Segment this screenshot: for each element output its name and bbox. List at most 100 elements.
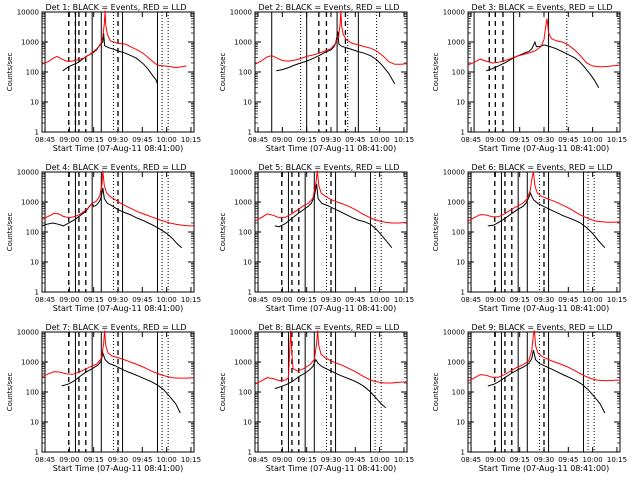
x-axis-label: Start Time (07-Aug-11 08:41:00) bbox=[479, 144, 610, 153]
chart-title: Det 3: BLACK = Events, RED = LLD bbox=[472, 3, 613, 12]
x-tick-label: 10:15 bbox=[181, 296, 201, 304]
x-tick-label: 10:15 bbox=[607, 456, 627, 464]
chart-panel: Det 9: BLACK = Events, RED = LLD 1 10 100 10… bbox=[432, 323, 627, 473]
y-tick-label: 10000 bbox=[443, 9, 465, 17]
y-axis-label: Counts/sec bbox=[219, 213, 227, 252]
y-tick-label: 1 bbox=[248, 449, 252, 457]
x-tick-label: 10:15 bbox=[607, 136, 627, 144]
y-tick-label: 1 bbox=[35, 289, 39, 297]
y-tick-label: 1000 bbox=[21, 359, 39, 367]
y-tick-label: 1000 bbox=[234, 39, 252, 47]
x-tick-label: 09:45 bbox=[132, 456, 152, 464]
x-tick-label: 09:45 bbox=[558, 296, 578, 304]
x-tick-label: 09:30 bbox=[108, 456, 128, 464]
series-line-red bbox=[467, 330, 621, 382]
x-tick-label: 09:15 bbox=[297, 456, 317, 464]
chart-title: Det 9: BLACK = Events, RED = LLD bbox=[472, 323, 613, 332]
x-tick-label: 09:30 bbox=[108, 296, 128, 304]
y-axis-label: Counts/sec bbox=[432, 213, 440, 252]
y-tick-label: 1000 bbox=[234, 199, 252, 207]
series-line-red bbox=[41, 170, 194, 227]
y-tick-label: 10000 bbox=[443, 329, 465, 337]
chart-title: Det 6: BLACK = Events, RED = LLD bbox=[472, 163, 613, 172]
y-tick-label: 10 bbox=[243, 259, 252, 267]
x-tick-label: 08:45 bbox=[461, 136, 481, 144]
y-tick-label: 1 bbox=[35, 449, 39, 457]
x-tick-label: 10:00 bbox=[370, 136, 390, 144]
y-axis-label: Counts/sec bbox=[6, 213, 14, 252]
x-tick-label: 09:00 bbox=[59, 456, 79, 464]
y-axis-label: Counts/sec bbox=[219, 53, 227, 92]
x-tick-label: 09:30 bbox=[108, 136, 128, 144]
y-tick-label: 100 bbox=[26, 69, 39, 77]
x-tick-label: 09:00 bbox=[272, 456, 292, 464]
x-tick-label: 09:30 bbox=[534, 136, 554, 144]
x-tick-label: 08:45 bbox=[35, 136, 55, 144]
x-axis-label: Start Time (07-Aug-11 08:41:00) bbox=[53, 464, 184, 473]
x-tick-label: 09:30 bbox=[534, 296, 554, 304]
chart-panel: Det 1: BLACK = Events, RED = LLD 1 10 100 10… bbox=[6, 3, 201, 153]
x-tick-label: 09:15 bbox=[510, 136, 530, 144]
chart-panel: Det 7: BLACK = Events, RED = LLD 1 10 100 10… bbox=[6, 323, 201, 473]
x-tick-label: 10:00 bbox=[157, 296, 177, 304]
y-axis-label: Counts/sec bbox=[219, 373, 227, 412]
plot-frame bbox=[254, 11, 408, 133]
plot-frame bbox=[467, 11, 621, 133]
x-tick-label: 09:45 bbox=[132, 296, 152, 304]
chart-panel: Det 5: BLACK = Events, RED = LLD 1 10 100 10… bbox=[219, 163, 414, 313]
series-line-black bbox=[61, 351, 181, 414]
y-tick-label: 100 bbox=[239, 229, 252, 237]
x-tick-label: 08:45 bbox=[461, 456, 481, 464]
y-tick-label: 10 bbox=[243, 99, 252, 107]
x-tick-label: 10:15 bbox=[394, 456, 414, 464]
y-tick-label: 1000 bbox=[234, 359, 252, 367]
x-tick-label: 09:15 bbox=[84, 136, 104, 144]
y-tick-label: 1 bbox=[461, 289, 465, 297]
y-tick-label: 10000 bbox=[17, 169, 39, 177]
x-tick-label: 09:30 bbox=[321, 456, 341, 464]
x-tick-label: 09:45 bbox=[558, 136, 578, 144]
y-tick-label: 1 bbox=[248, 289, 252, 297]
x-tick-label: 09:00 bbox=[59, 136, 79, 144]
y-tick-label: 10 bbox=[30, 259, 39, 267]
series-line-red bbox=[467, 18, 621, 68]
x-axis-label: Start Time (07-Aug-11 08:41:00) bbox=[53, 304, 184, 313]
x-tick-label: 08:45 bbox=[248, 456, 268, 464]
x-tick-label: 09:00 bbox=[485, 136, 505, 144]
y-tick-label: 1000 bbox=[447, 359, 465, 367]
y-tick-label: 100 bbox=[452, 229, 465, 237]
chart-panel: Det 2: BLACK = Events, RED = LLD 1 10 100 10… bbox=[219, 3, 414, 153]
y-tick-label: 100 bbox=[26, 389, 39, 397]
x-tick-label: 08:45 bbox=[248, 296, 268, 304]
x-tick-label: 10:00 bbox=[370, 296, 390, 304]
x-tick-label: 09:30 bbox=[321, 136, 341, 144]
x-tick-label: 08:45 bbox=[461, 296, 481, 304]
x-tick-label: 09:00 bbox=[272, 296, 292, 304]
series-line-black bbox=[274, 183, 393, 249]
y-tick-label: 1000 bbox=[21, 199, 39, 207]
series-line-red bbox=[254, 10, 408, 65]
y-tick-label: 1000 bbox=[447, 39, 465, 47]
series-line-red bbox=[254, 330, 408, 385]
x-tick-label: 10:00 bbox=[157, 456, 177, 464]
y-tick-label: 10 bbox=[456, 99, 465, 107]
x-tick-label: 10:15 bbox=[394, 296, 414, 304]
series-line-red bbox=[41, 10, 187, 69]
chart-panel: Det 6: BLACK = Events, RED = LLD 1 10 100 10… bbox=[432, 163, 627, 313]
x-tick-label: 09:30 bbox=[534, 456, 554, 464]
y-tick-label: 10 bbox=[30, 419, 39, 427]
x-tick-label: 09:00 bbox=[272, 136, 292, 144]
x-tick-label: 08:45 bbox=[35, 456, 55, 464]
x-tick-label: 09:30 bbox=[321, 296, 341, 304]
y-tick-label: 1 bbox=[35, 129, 39, 137]
y-tick-label: 10000 bbox=[17, 9, 39, 17]
series-line-black bbox=[274, 358, 387, 409]
x-axis-label: Start Time (07-Aug-11 08:41:00) bbox=[266, 304, 397, 313]
x-tick-label: 09:15 bbox=[510, 296, 530, 304]
y-tick-label: 10000 bbox=[230, 169, 252, 177]
x-tick-label: 09:00 bbox=[485, 456, 505, 464]
y-axis-label: Counts/sec bbox=[432, 53, 440, 92]
x-tick-label: 10:15 bbox=[607, 296, 627, 304]
y-tick-label: 100 bbox=[26, 229, 39, 237]
